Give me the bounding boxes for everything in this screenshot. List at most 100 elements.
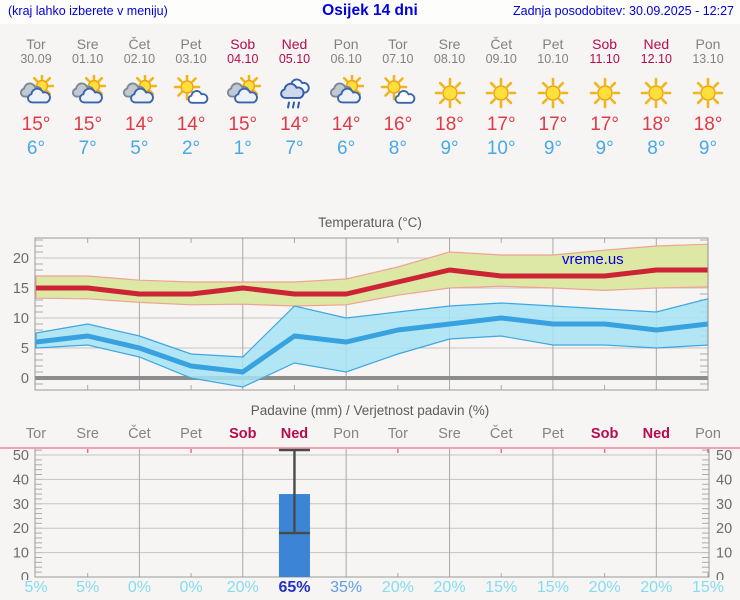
- precip-day-label: Tor: [25, 426, 47, 442]
- menu-hint: (kraj lahko izberete v meniju): [8, 4, 168, 18]
- precip-probability-row: 5% 5% 0% 0% 20% 65% 35% 20% 20% 15% 15% 20% 20% 15%: [0, 579, 740, 600]
- last-updated: Zadnja posodobitev: 30.09.2025 - 12:27: [512, 4, 734, 18]
- low-temp-value: 2°: [181, 138, 201, 159]
- sunny-icon: [485, 77, 517, 109]
- forecast-day: Sob 11.10 17° 9°: [578, 36, 632, 160]
- precip-day-label: Sob: [229, 426, 257, 442]
- precip-y-tick-left: 30: [13, 497, 29, 513]
- low-temp-value: 6°: [26, 138, 46, 159]
- high-temp-value: 14°: [280, 114, 309, 135]
- forecast-day: Tor 07.10 16° 8°: [371, 36, 425, 160]
- day-date-label: 03.10: [175, 52, 207, 66]
- precip-day-label: Tor: [387, 426, 408, 442]
- day-name-label: Sob: [592, 36, 618, 52]
- day-name-label: Sre: [76, 36, 99, 52]
- day-name-label: Pon: [333, 36, 359, 52]
- forecast-day: Čet 02.10 14° 5°: [112, 36, 166, 160]
- mostly-sunny-icon: [380, 73, 416, 104]
- day-date-label: 06.10: [330, 52, 362, 66]
- high-temp-value: 15°: [228, 114, 258, 135]
- high-temp-value: 18°: [435, 114, 464, 135]
- precip-day-label: Pon: [695, 426, 721, 442]
- forecast-day: Pon 06.10 14° 6°: [319, 36, 373, 160]
- precip-probability-value: 5%: [76, 579, 100, 596]
- day-name-label: Tor: [388, 36, 408, 52]
- maksimalna-temperatura-line: [36, 267, 708, 297]
- day-date-label: 05.10: [278, 52, 311, 66]
- low-temp-value: 9°: [698, 138, 718, 159]
- sunny-icon: [589, 77, 620, 109]
- precip-probability-value: 15%: [691, 579, 725, 596]
- day-name-label: Pet: [542, 36, 564, 52]
- day-date-label: 08.10: [433, 52, 466, 66]
- partly-cloudy-icon: [71, 73, 106, 104]
- high-temp-value: 16°: [383, 114, 413, 135]
- day-name-label: Pet: [180, 36, 202, 52]
- forecast-day: Pet 03.10 14° 2°: [164, 36, 218, 160]
- precip-y-tick-right: 0: [716, 570, 724, 580]
- temp-y-tick: 0: [21, 371, 29, 387]
- low-temp-value: 1°: [233, 138, 252, 159]
- precipitation-chart: 0 0 10 10 20 20 30 30 40 40 50 50: [0, 447, 740, 580]
- day-date-label: 02.10: [123, 52, 156, 66]
- forecast-day: Pon 13.10 18° 9°: [681, 36, 735, 160]
- high-temp-value: 14°: [176, 114, 206, 135]
- low-temp-value: 7°: [285, 138, 304, 159]
- low-temp-value: 9°: [595, 138, 614, 159]
- high-temp-value: 15°: [21, 114, 51, 135]
- vreme-us-link[interactable]: vreme.us: [562, 251, 624, 268]
- precipitation-chart-title: Padavine (mm) / Verjetnost padavin (%): [250, 403, 490, 418]
- low-temp-value: 8°: [647, 138, 666, 159]
- forecast-day: Pet 10.10 17° 9°: [526, 36, 580, 160]
- precip-day-label: Pet: [542, 426, 564, 442]
- precip-y-tick-left: 0: [21, 570, 29, 580]
- temp-y-tick: 10: [13, 311, 29, 327]
- precip-day-label: Sob: [590, 426, 619, 442]
- temp-y-tick: 20: [13, 251, 29, 267]
- low-temp-value: 7°: [78, 138, 97, 159]
- day-date-label: 07.10: [382, 52, 414, 66]
- precip-y-tick-right: 50: [716, 448, 732, 464]
- precip-y-tick-left: 20: [13, 521, 29, 537]
- precip-day-label: Sre: [438, 426, 461, 442]
- temperature-chart: 0 5 10 15 20 vreme.us: [13, 237, 709, 391]
- high-temp-value: 14°: [331, 114, 361, 135]
- high-temp-value: 17°: [590, 114, 619, 135]
- high-temp-value: 18°: [641, 114, 671, 135]
- precip-y-tick-left: 50: [13, 448, 29, 464]
- minimalna-temperatura-line: [35, 315, 709, 375]
- day-name-label: Ned: [281, 36, 308, 52]
- partly-cloudy-icon: [330, 73, 365, 104]
- forecast-day: Sob 04.10 15° 1°: [216, 36, 270, 160]
- top-bar: (kraj lahko izberete v meniju) Osijek 14…: [0, 0, 740, 24]
- forecast-day: Ned 05.10 14° 7°: [267, 36, 321, 160]
- high-temp-value: 15°: [73, 114, 103, 135]
- precip-probability-value: 20%: [433, 579, 466, 596]
- mostly-sunny-icon: [173, 73, 209, 104]
- precip-y-tick-left: 40: [13, 472, 29, 488]
- day-name-label: Čet: [128, 36, 151, 52]
- sunny-icon: [692, 77, 724, 109]
- precip-probability-value: 20%: [381, 579, 414, 596]
- day-name-label: Sre: [438, 36, 461, 52]
- day-date-label: 04.10: [227, 52, 259, 66]
- sunny-icon: [537, 77, 569, 109]
- precip-day-label: Sre: [76, 426, 99, 442]
- precip-probability-value: 0%: [127, 579, 151, 596]
- day-name-label: Čet: [490, 36, 513, 52]
- precip-probability-value: 5%: [24, 579, 48, 596]
- day-name-label: Tor: [26, 36, 46, 52]
- forecast-day: Ned 12.10 18° 8°: [629, 36, 683, 160]
- low-temp-value: 9°: [440, 138, 459, 159]
- precip-day-label: Ned: [280, 426, 309, 442]
- precip-y-tick-right: 10: [716, 546, 732, 562]
- day-date-label: 01.10: [72, 52, 104, 66]
- precip-probability-value: 20%: [226, 579, 259, 596]
- low-temp-value: 8°: [388, 138, 407, 159]
- sunny-icon: [640, 77, 672, 109]
- precip-probability-value: 15%: [536, 579, 569, 596]
- day-date-label: 13.10: [692, 52, 724, 66]
- low-temp-value: 5°: [130, 138, 149, 159]
- temp-y-tick: 5: [21, 341, 29, 357]
